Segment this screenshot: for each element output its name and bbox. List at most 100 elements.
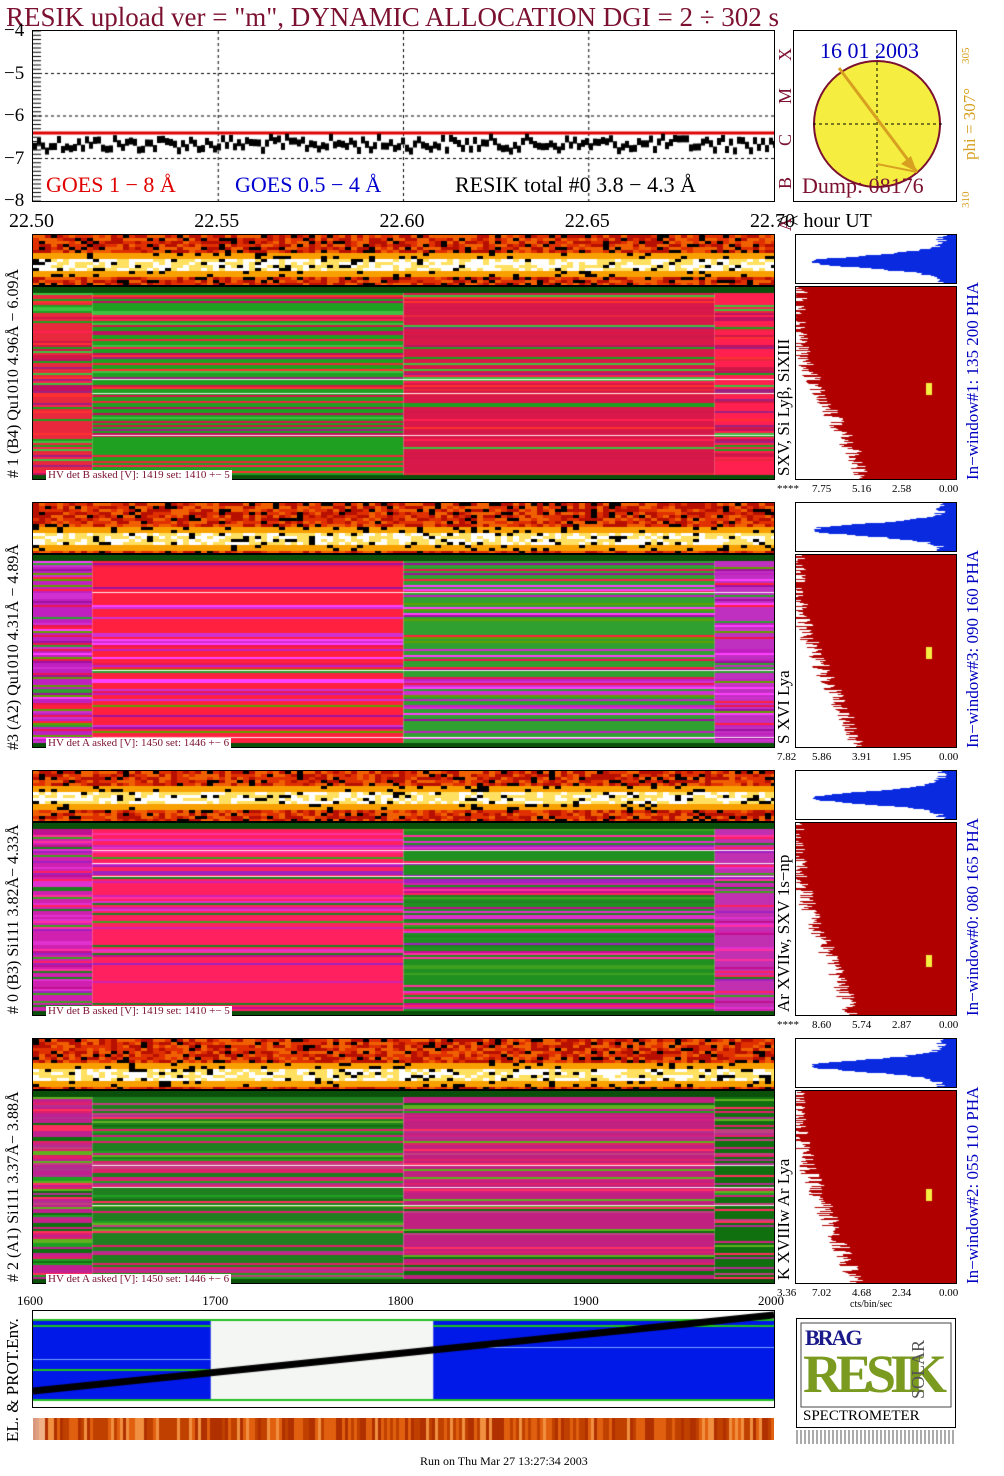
pha-tick-label: 3.91 [852, 751, 872, 763]
y-tick-label: −6 [4, 105, 25, 126]
spectral-lines-label: Ar XVIIw, SXV 1s−np [774, 854, 793, 1012]
hv-label: HV det A asked [V]: 1450 set: 1446 +− 6 [46, 737, 232, 749]
detector-side-label: # 0 (B3) Si111 3.82Å− 4.33Å [5, 824, 22, 1014]
pha-tick-label: 5.74 [852, 1019, 872, 1031]
run-timestamp: Run on Thu Mar 27 13:27:34 2003 [420, 1454, 588, 1468]
in-window-label: In−window#1: 135 200 PHA [963, 281, 982, 480]
pha-histogram-top-frame [795, 234, 957, 284]
time-tick-label: 22.65 [564, 210, 610, 232]
pha-histogram [796, 1091, 956, 1283]
env-frame [32, 1310, 775, 1408]
goes-class-tick: C [775, 134, 795, 147]
time-axis-unit: << hour UT [776, 210, 872, 232]
pha-tick-label: 5.86 [812, 751, 832, 763]
detector-top-frame [32, 234, 775, 286]
pha-tick-label: **** [777, 483, 799, 495]
pha-histogram-frame [795, 1090, 957, 1284]
in-window-label: In−window#3: 090 160 PHA [963, 549, 982, 748]
pha-histogram-top-frame [795, 502, 957, 552]
hv-label: HV det B asked [V]: 1419 set: 1410 +− 5 [46, 469, 232, 481]
pha-tick-label: 4.68 [852, 1287, 872, 1299]
y-tick-label: −4 [4, 20, 25, 41]
phi-low: 310 [960, 191, 972, 209]
pha-tick-label: 7.82 [777, 751, 797, 763]
logo-solar: SOLAR [908, 1339, 928, 1399]
in-window-label: In−window#0: 080 165 PHA [963, 817, 982, 1016]
hv-label: HV det B asked [V]: 1419 set: 1410 +− 5 [46, 1005, 232, 1017]
pha-histogram-top-frame [795, 1038, 957, 1088]
detector-raw-strip [33, 235, 774, 285]
pha-tick-label: 2.58 [892, 483, 912, 495]
pha-tick-label: 0.00 [939, 1287, 959, 1299]
phi-sup: 305 [960, 47, 972, 65]
resik-logo: BRAG RESIK SOLAR SPECTROMETER [796, 1318, 956, 1428]
detector-spectrum-heatmap [33, 287, 774, 479]
orientation-arrowhead [901, 156, 917, 172]
logo-caption: SPECTROMETER [803, 1408, 920, 1424]
pha-tick-label: 3.36 [777, 1287, 797, 1299]
hv-label: HV det A asked [V]: 1450 set: 1446 +− 6 [46, 1273, 232, 1285]
orientation-arrow-2 [876, 163, 918, 173]
detector-spectrum-heatmap [33, 555, 774, 747]
pha-histogram [796, 555, 956, 747]
y-tick-label: −8 [4, 190, 25, 211]
pha-tick-label: 7.75 [812, 483, 832, 495]
pha-tick-label: 8.60 [812, 1019, 832, 1031]
sun-diagram [813, 50, 943, 190]
detector-side-label: # 1 (B4) Qu1010 4.96Å − 6.09Å [5, 268, 22, 478]
logo-graphic [800, 1322, 952, 1408]
detector-spectrum-heatmap [33, 1091, 774, 1283]
page-title: RESIK upload ver = "m", DYNAMIC ALLOCATI… [6, 2, 780, 32]
y-tick-label: −7 [4, 147, 25, 169]
env-spectrum-strip [33, 1418, 774, 1440]
in-window-label: In−window#2: 055 110 PHA [963, 1086, 982, 1284]
orientation-arrow [837, 67, 919, 173]
env-plot [33, 1311, 774, 1407]
spectral-lines-label: K XVIIIw Ar Lya [774, 1158, 793, 1280]
pha-histogram-top [796, 771, 956, 819]
pha-tick-label: 2.87 [892, 1019, 912, 1031]
time-tick-label: 22.55 [194, 210, 240, 232]
detector-main-frame [32, 554, 775, 748]
pha-tick-label: 0.00 [939, 483, 959, 495]
env-side-label: EL. & PROT.Env. [3, 1318, 22, 1442]
pha-histogram-frame [795, 822, 957, 1016]
pha-histogram-top [796, 503, 956, 551]
detector-top-frame [32, 770, 775, 822]
time-tick-label: 22.60 [379, 210, 425, 232]
detector-raw-strip [33, 1039, 774, 1089]
detector-raw-strip [33, 503, 774, 553]
observation-date: 16 01 2003 [820, 38, 919, 63]
pha-histogram-top-frame [795, 770, 957, 820]
dump-number: Dump: 08176 [802, 173, 924, 198]
legend-goes-long: GOES 1 − 8 Å [46, 172, 176, 197]
pha-tick-label: 5.16 [852, 483, 872, 495]
goes-class-tick: B [775, 176, 795, 189]
env-tick-label: 1700 [202, 1293, 229, 1308]
detector-side-label: #3 (A2) Qu1010 4.31Å − 4.89Å [5, 544, 22, 750]
spectral-lines-label: S XVI Lya [774, 670, 793, 744]
detector-spectrum-heatmap [33, 823, 774, 1015]
logo-fineprint [796, 1430, 956, 1444]
time-tick-label: 22.70 [750, 210, 795, 232]
pha-histogram-frame [795, 286, 957, 480]
env-tick-label: 1600 [17, 1293, 43, 1308]
goes-class-tick: X [775, 48, 795, 62]
pha-tick-label: 2.34 [892, 1287, 912, 1299]
pha-histogram-frame [795, 554, 957, 748]
detector-main-frame [32, 1090, 775, 1284]
legend-goes-short: GOES 0.5 − 4 Å [235, 172, 382, 197]
pha-histogram [796, 823, 956, 1015]
pha-tick-label: 0.00 [939, 1019, 959, 1031]
spectral-lines-label: SXV, Si Lyβ, SiXIII [774, 338, 793, 476]
env-tick-label: 1900 [572, 1293, 599, 1308]
pha-tick-label: **** [777, 1019, 799, 1031]
pha-unit-label: cts/bin/sec [850, 1299, 893, 1310]
legend-resik-total: RESIK total #0 3.8 − 4.3 Å [455, 172, 696, 197]
phi-label: phi = 307° [960, 87, 979, 160]
y-tick-label: −5 [4, 62, 25, 84]
light-curve-plot [33, 31, 774, 201]
time-tick-label: 22.50 [9, 210, 54, 232]
env-tick-label: 2000 [758, 1293, 784, 1308]
